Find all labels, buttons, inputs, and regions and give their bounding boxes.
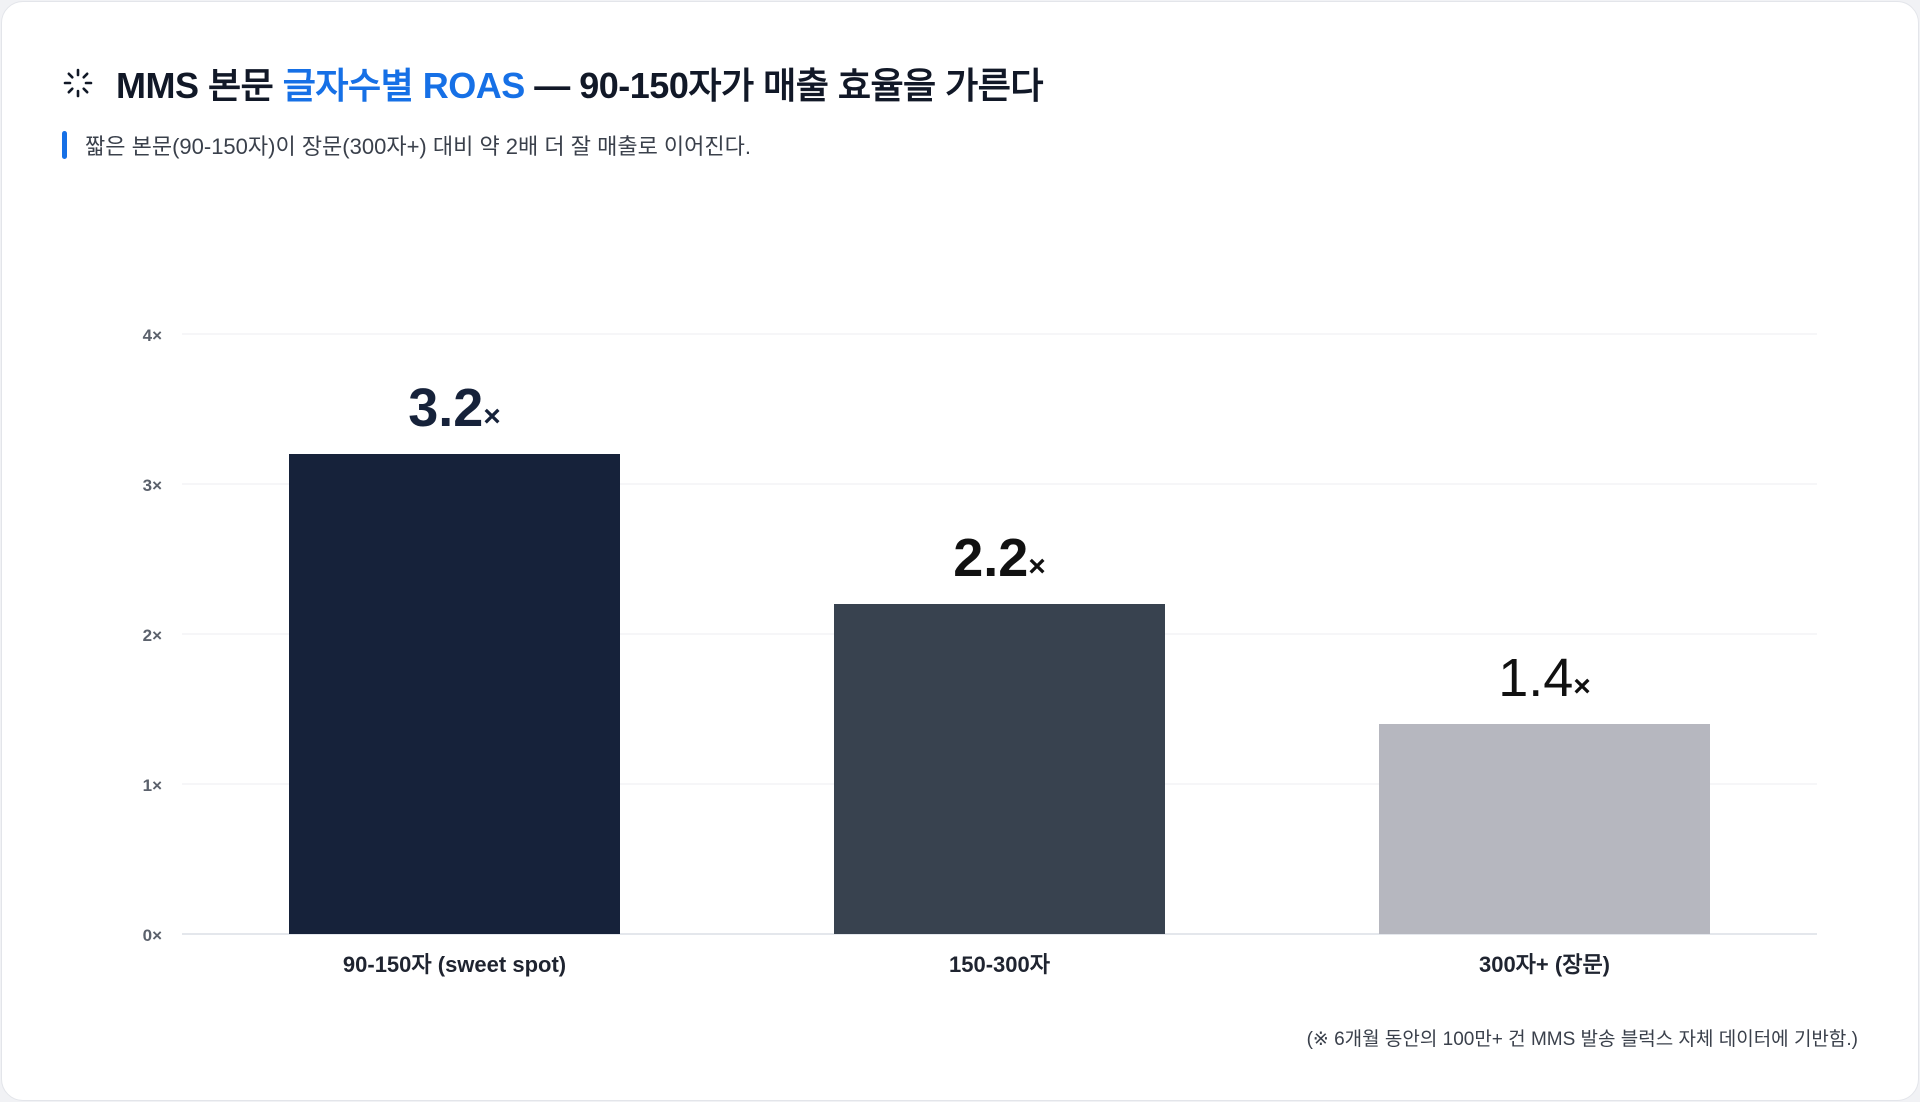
y-tick-label: 3× [143, 476, 162, 495]
bar [1379, 724, 1710, 934]
title-accent: 글자수별 ROAS [282, 65, 526, 106]
title-prefix: MMS 본문 [116, 65, 283, 106]
bar-value-label: 3.2× [408, 378, 501, 438]
subtitle: 짧은 본문(90-150자)이 장문(300자+) 대비 약 2배 더 잘 매출… [85, 134, 752, 159]
bar [834, 604, 1165, 934]
bar-value-label: 2.2× [953, 528, 1046, 588]
chart-header: MMS 본문 글자수별 ROAS — 90-150자가 매출 효율을 가른다 [62, 57, 1044, 109]
title-suffix: — 90-150자가 매출 효율을 가른다 [524, 65, 1044, 106]
x-category-label: 300자+ (장문) [1479, 952, 1610, 977]
subtitle-row: 짧은 본문(90-150자)이 장문(300자+) 대비 약 2배 더 잘 매출… [62, 129, 751, 161]
y-tick-label: 0× [143, 926, 162, 945]
bar [289, 454, 620, 934]
page-title: MMS 본문 글자수별 ROAS — 90-150자가 매출 효율을 가른다 [116, 57, 1044, 109]
bar-value-label: 1.4× [1498, 648, 1591, 708]
footnote: (※ 6개월 동안의 100만+ 건 MMS 발송 블럭스 자체 데이터에 기반… [1306, 1029, 1858, 1050]
x-category-label: 150-300자 [949, 952, 1051, 977]
y-tick-label: 1× [143, 776, 162, 795]
y-tick-label: 4× [143, 326, 162, 345]
x-category-label: 90-150자 (sweet spot) [343, 952, 566, 977]
subtitle-accent-bar [62, 131, 67, 159]
spinner-icon [63, 68, 93, 98]
y-tick-label: 2× [143, 626, 162, 645]
